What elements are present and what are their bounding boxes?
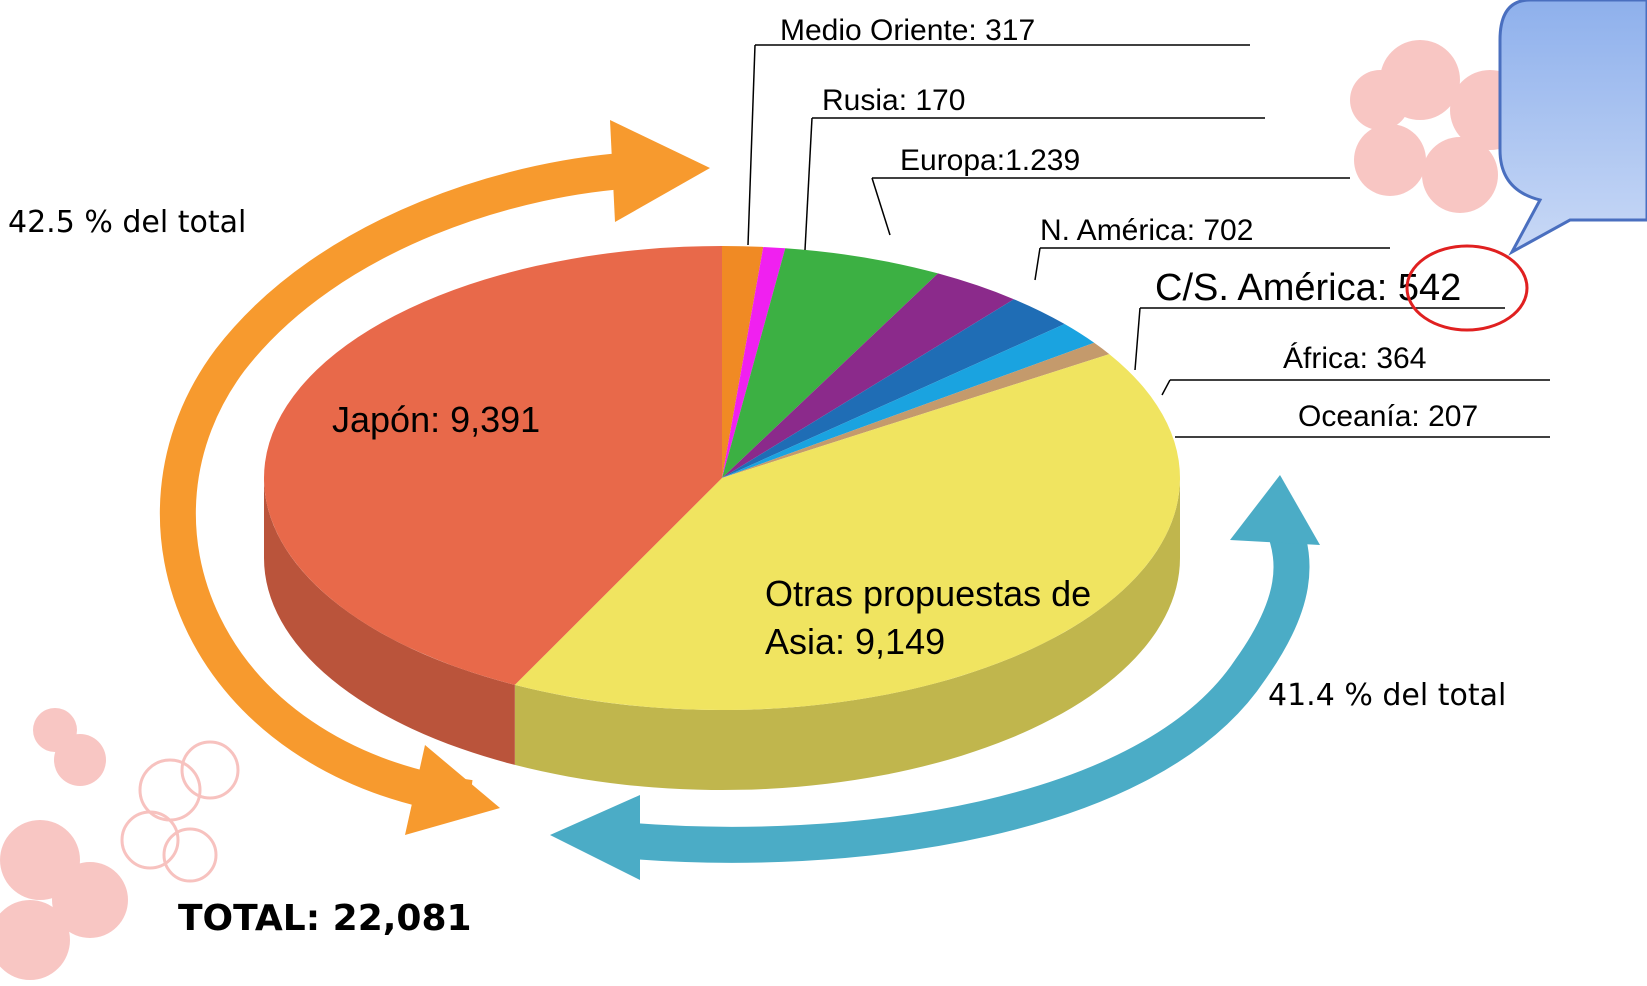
slice-label: Rusia: 170	[822, 84, 965, 117]
leader-line	[804, 117, 813, 251]
slice-label: Oceanía: 207	[1298, 400, 1478, 433]
pie-slice	[514, 354, 1180, 710]
highlight-circle	[1405, 244, 1529, 332]
slice-label: África: 364	[1283, 342, 1426, 375]
pie-slice	[722, 273, 1014, 478]
slice-label: Otras propuestas de Asia: 9,149	[765, 573, 1092, 662]
leader-line	[1034, 247, 1041, 281]
blue-arrowhead	[550, 795, 640, 880]
orange-arrowhead	[405, 745, 500, 835]
slice-label: Medio Oriente: 317	[780, 14, 1035, 47]
leader-line	[871, 177, 891, 236]
pie-side	[264, 478, 515, 765]
labels: Medio Oriente: 317 Rusia: 170 Europa:1.239…	[332, 14, 1550, 440]
orange-arrowhead	[610, 120, 710, 222]
pie-slice	[264, 246, 722, 685]
orange-arrow	[159, 152, 641, 816]
annotation: 41.4 % del total	[1268, 678, 1506, 713]
annotation: TOTAL: 22,081	[178, 898, 472, 939]
leader-line	[1161, 379, 1171, 396]
callout-bubble	[1498, 0, 1647, 256]
slice-label: Japón: 9,391	[332, 399, 540, 440]
pie	[264, 246, 1181, 791]
pie-side	[514, 478, 1181, 791]
flower-decoration	[0, 40, 1530, 980]
pie-slice	[722, 342, 1110, 478]
pie-slice	[722, 324, 1095, 478]
blue-arrowhead	[1230, 475, 1320, 545]
pie-slice	[722, 246, 764, 478]
pie-slice	[722, 248, 939, 478]
annotation: 42.5 % del total	[8, 205, 246, 240]
leader-line	[747, 44, 756, 246]
flower-outline	[120, 740, 240, 883]
slice-label: N. América: 702	[1040, 214, 1253, 247]
slice-label: C/S. América: 542	[1155, 267, 1461, 309]
blue-arrow	[618, 524, 1310, 863]
pie-slice	[722, 246, 786, 478]
slice-label: Europa:1.239	[900, 144, 1080, 177]
leader-line	[1134, 307, 1141, 371]
pie-slice	[722, 299, 1065, 478]
